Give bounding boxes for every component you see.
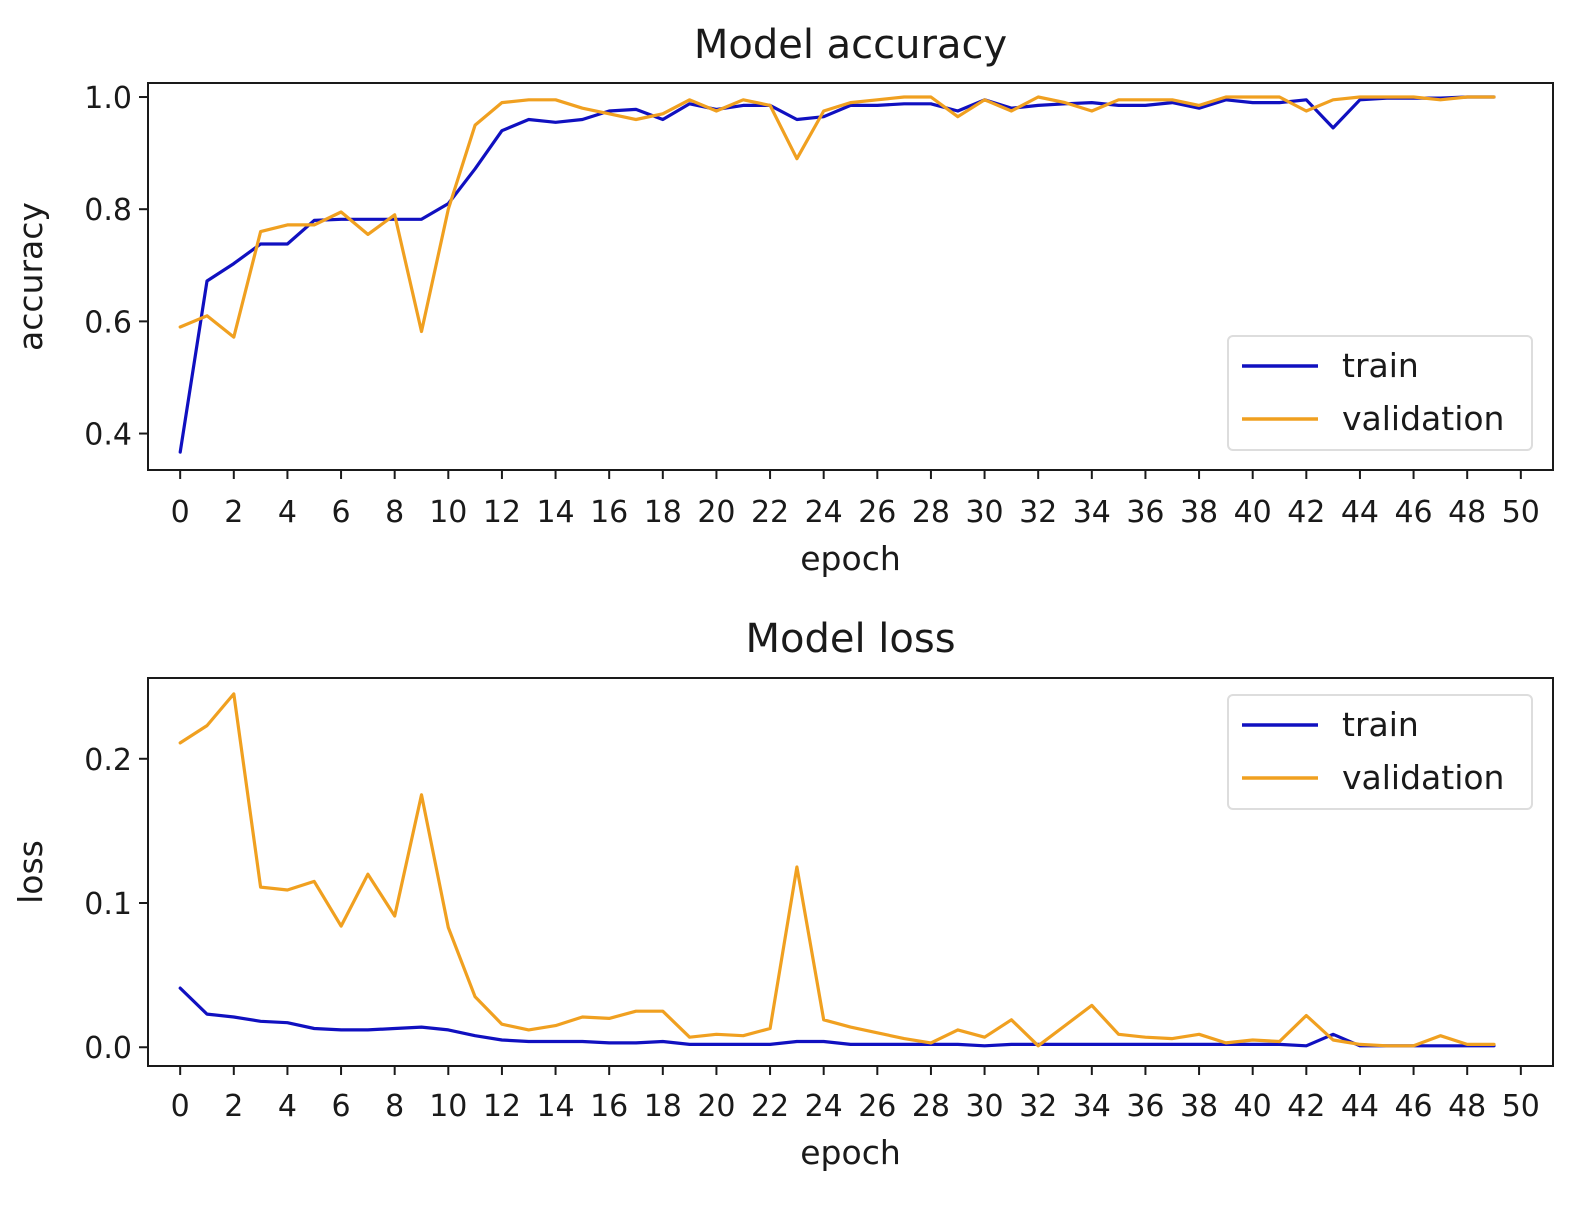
- x-tick-label: 36: [1126, 495, 1164, 530]
- x-tick-label: 26: [858, 1089, 896, 1124]
- x-tick-label: 2: [224, 1089, 243, 1124]
- series-line-train: [178, 95, 1496, 454]
- x-tick-label: 6: [332, 1089, 351, 1124]
- x-tick-label: 12: [483, 1089, 521, 1124]
- series-line-train: [178, 986, 1496, 1048]
- x-axis-label: epoch: [800, 539, 901, 578]
- x-tick-label: 20: [697, 495, 735, 530]
- x-tick-label: 0: [171, 495, 190, 530]
- x-tick-label: 50: [1502, 495, 1540, 530]
- legend: train validation: [1227, 694, 1533, 810]
- y-axis-label: accuracy: [11, 202, 50, 351]
- legend-label-train: train: [1342, 705, 1419, 744]
- legend: train validation: [1227, 335, 1533, 451]
- x-tick-label: 4: [278, 495, 297, 530]
- y-axis-label: loss: [11, 840, 50, 904]
- x-tick-label: 32: [1019, 495, 1057, 530]
- x-tick-label: 38: [1180, 1089, 1218, 1124]
- plot-frame: [147, 82, 1554, 471]
- x-tick-label: 34: [1073, 495, 1111, 530]
- x-tick-label: 24: [805, 495, 843, 530]
- x-tick-label: 36: [1126, 1089, 1164, 1124]
- x-axis-label: epoch: [800, 1133, 901, 1172]
- x-tick-label: 40: [1234, 495, 1272, 530]
- y-tick-label: 0.0: [84, 1031, 132, 1066]
- x-tick-label: 48: [1448, 495, 1486, 530]
- x-tick-label: 24: [805, 1089, 843, 1124]
- x-tick-label: 20: [697, 1089, 735, 1124]
- x-tick-label: 14: [536, 495, 574, 530]
- x-tick-label: 8: [385, 495, 404, 530]
- x-tick-label: 40: [1234, 1089, 1272, 1124]
- series-line-validation: [178, 95, 1496, 339]
- x-tick-label: 46: [1394, 1089, 1432, 1124]
- y-tick-label: 1.0: [84, 81, 132, 116]
- x-tick-label: 50: [1502, 1089, 1540, 1124]
- legend-label-train: train: [1342, 346, 1419, 385]
- legend-label-validation: validation: [1342, 399, 1504, 438]
- x-tick-label: 22: [751, 1089, 789, 1124]
- x-tick-label: 4: [278, 1089, 297, 1124]
- x-tick-label: 12: [483, 495, 521, 530]
- chart-title: Model loss: [745, 616, 955, 662]
- x-tick-label: 44: [1341, 495, 1379, 530]
- x-tick-label: 16: [590, 1089, 628, 1124]
- x-tick-label: 46: [1394, 495, 1432, 530]
- y-tick-label: 0.2: [84, 743, 132, 778]
- x-tick-label: 28: [912, 495, 950, 530]
- x-tick-label: 14: [536, 1089, 574, 1124]
- x-tick-label: 30: [965, 1089, 1003, 1124]
- x-tick-label: 26: [858, 495, 896, 530]
- x-tick-label: 28: [912, 1089, 950, 1124]
- x-tick-label: 18: [644, 495, 682, 530]
- x-tick-label: 10: [429, 1089, 467, 1124]
- y-tick-label: 0.6: [84, 305, 132, 340]
- x-tick-label: 8: [385, 1089, 404, 1124]
- x-tick-label: 22: [751, 495, 789, 530]
- plot-frame: [147, 677, 1554, 1067]
- x-tick-label: 18: [644, 1089, 682, 1124]
- x-tick-label: 38: [1180, 495, 1218, 530]
- x-tick-label: 44: [1341, 1089, 1379, 1124]
- x-tick-label: 48: [1448, 1089, 1486, 1124]
- x-tick-label: 10: [429, 495, 467, 530]
- legend-label-validation: validation: [1342, 758, 1504, 797]
- x-tick-label: 30: [965, 495, 1003, 530]
- y-tick-label: 0.4: [84, 418, 132, 453]
- y-tick-label: 0.1: [84, 887, 132, 922]
- x-tick-label: 42: [1287, 495, 1325, 530]
- x-tick-label: 42: [1287, 1089, 1325, 1124]
- x-tick-label: 32: [1019, 1089, 1057, 1124]
- x-tick-label: 34: [1073, 1089, 1111, 1124]
- chart-title: Model accuracy: [694, 22, 1007, 68]
- y-tick-label: 0.8: [84, 193, 132, 228]
- x-tick-label: 16: [590, 495, 628, 530]
- x-tick-label: 0: [171, 1089, 190, 1124]
- x-tick-label: 6: [332, 495, 351, 530]
- x-tick-label: 2: [224, 495, 243, 530]
- series-line-validation: [178, 692, 1496, 1048]
